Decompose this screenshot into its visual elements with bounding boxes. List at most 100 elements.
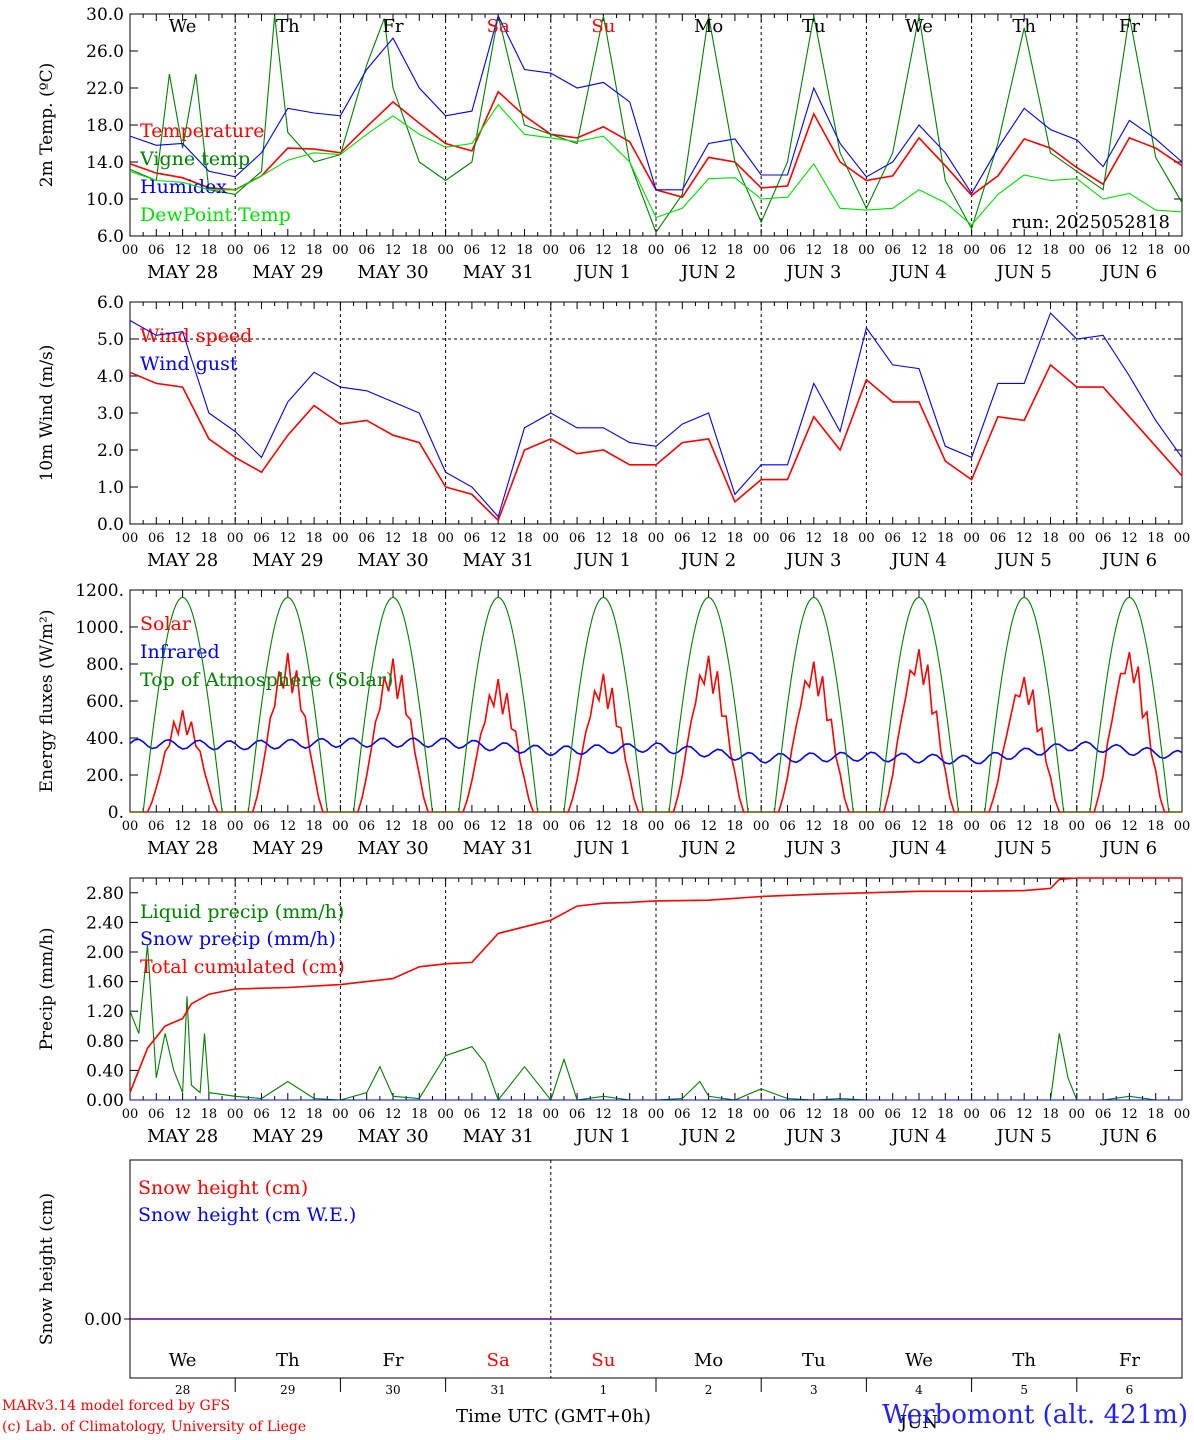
temp-y-tick-label: 30.0 [86, 5, 124, 25]
snow-day-number: 4 [915, 1383, 923, 1397]
temp-hour-label: 00 [1174, 243, 1191, 258]
temp-hour-label: 18 [516, 243, 533, 258]
wind-hour-label: 00 [122, 531, 139, 546]
temp-series-green [129, 15, 1183, 234]
energy-hour-label: 18 [1042, 819, 1059, 834]
snow-weekday-label: We [169, 1350, 197, 1371]
snow-day-number: 5 [1020, 1383, 1028, 1397]
temp-hour-label: 00 [1069, 243, 1086, 258]
precip-y-tick-label: 0.80 [86, 1032, 124, 1052]
temp-y-axis-label: 2m Temp. (ºC) [37, 63, 57, 188]
temp-hour-label: 00 [543, 243, 560, 258]
precip-date-label: MAY 31 [463, 1126, 534, 1147]
energy-y-axis-label: Energy fluxes (W/m²) [37, 610, 57, 793]
temp-legend-lightgreen: DewPoint Temp [140, 204, 291, 226]
wind-hour-label: 18 [411, 531, 428, 546]
wind-hour-label: 06 [884, 531, 901, 546]
energy-series-blue [129, 737, 1183, 765]
energy-hour-label: 00 [227, 819, 244, 834]
precip-date-label: MAY 28 [147, 1126, 218, 1147]
precip-hour-label: 12 [280, 1107, 297, 1122]
temp-date-label: MAY 28 [147, 262, 218, 283]
temp-date-label: JUN 5 [995, 262, 1052, 283]
temp-hour-label: 00 [858, 243, 875, 258]
precip-date-label: MAY 30 [357, 1126, 428, 1147]
wind-hour-label: 12 [595, 531, 612, 546]
snow-y-axis-label: Snow height (cm) [37, 1193, 57, 1345]
wind-hour-label: 12 [806, 531, 823, 546]
energy-hour-label: 06 [884, 819, 901, 834]
temp-series-blue [129, 14, 1183, 195]
temp-hour-label: 18 [1042, 243, 1059, 258]
temp-weekday-label: We [905, 16, 933, 37]
energy-date-label: JUN 3 [784, 838, 841, 859]
energy-hour-label: 18 [516, 819, 533, 834]
temp-hour-label: 06 [990, 243, 1007, 258]
energy-hour-label: 00 [1069, 819, 1086, 834]
energy-y-tick-label: 200. [86, 766, 124, 786]
energy-date-label: JUN 1 [574, 838, 631, 859]
snow-weekday-label: Fr [382, 1350, 403, 1371]
energy-hour-label: 00 [332, 819, 349, 834]
temp-y-tick-label: 6.0 [97, 227, 124, 247]
precip-hour-label: 12 [1016, 1107, 1033, 1122]
run-label: run: 2025052818 [1012, 212, 1170, 233]
snow-day-number: 29 [280, 1383, 295, 1397]
precip-hour-label: 00 [963, 1107, 980, 1122]
energy-hour-label: 18 [306, 819, 323, 834]
precip-y-tick-label: 1.60 [86, 973, 124, 993]
temp-hour-label: 18 [937, 243, 954, 258]
temp-weekday-label: We [169, 16, 197, 37]
temp-weekday-label: Th [1012, 16, 1036, 37]
energy-hour-label: 00 [963, 819, 980, 834]
precip-hour-label: 06 [674, 1107, 691, 1122]
temp-y-tick-label: 22.0 [86, 79, 124, 99]
energy-y-tick-label: 800. [86, 655, 124, 675]
energy-hour-label: 06 [674, 819, 691, 834]
wind-hour-label: 12 [280, 531, 297, 546]
energy-hour-label: 06 [148, 819, 165, 834]
temp-hour-label: 00 [648, 243, 665, 258]
energy-y-tick-label: 400. [86, 729, 124, 749]
wind-hour-label: 12 [1016, 531, 1033, 546]
precip-date-label: JUN 2 [679, 1126, 736, 1147]
energy-y-tick-label: 1200. [75, 581, 124, 601]
wind-date-label: MAY 31 [463, 550, 534, 571]
energy-hour-label: 12 [911, 819, 928, 834]
precip-hour-label: 12 [1121, 1107, 1138, 1122]
temp-hour-label: 12 [595, 243, 612, 258]
temp-date-label: JUN 6 [1100, 262, 1157, 283]
wind-hour-label: 18 [516, 531, 533, 546]
energy-hour-label: 06 [1095, 819, 1112, 834]
precip-date-label: JUN 3 [784, 1126, 841, 1147]
wind-hour-label: 00 [227, 531, 244, 546]
credit-line-2: (c) Lab. of Climatology, University of L… [2, 1419, 307, 1435]
energy-legend-red: Solar [140, 613, 192, 635]
wind-hour-label: 00 [648, 531, 665, 546]
precip-hour-label: 18 [1147, 1107, 1164, 1122]
precip-hour-label: 12 [174, 1107, 191, 1122]
precip-hour-label: 06 [464, 1107, 481, 1122]
wind-hour-label: 00 [1174, 531, 1191, 546]
temp-legend-green: Vigne temp [139, 148, 250, 170]
temp-hour-label: 12 [1016, 243, 1033, 258]
precip-y-tick-label: 0.00 [86, 1091, 124, 1111]
temp-weekday-label: Tu [802, 16, 826, 37]
temp-y-tick-label: 18.0 [86, 116, 124, 136]
energy-legend-green: Top of Atmosphere (Solar) [140, 669, 393, 691]
temp-hour-label: 06 [464, 243, 481, 258]
wind-hour-label: 06 [674, 531, 691, 546]
precip-y-tick-label: 2.80 [86, 884, 124, 904]
precip-date-label: JUN 6 [1100, 1126, 1157, 1147]
wind-series-blue [129, 312, 1183, 518]
precip-hour-label: 00 [227, 1107, 244, 1122]
temp-hour-label: 12 [490, 243, 507, 258]
x-axis-title: Time UTC (GMT+0h) [456, 1406, 651, 1427]
temp-hour-label: 06 [253, 243, 270, 258]
temp-hour-label: 18 [727, 243, 744, 258]
wind-y-tick-label: 4.0 [97, 367, 124, 387]
precip-hour-label: 00 [122, 1107, 139, 1122]
temp-hour-label: 18 [201, 243, 218, 258]
temp-hour-label: 00 [963, 243, 980, 258]
energy-legend-blue: Infrared [140, 641, 220, 663]
